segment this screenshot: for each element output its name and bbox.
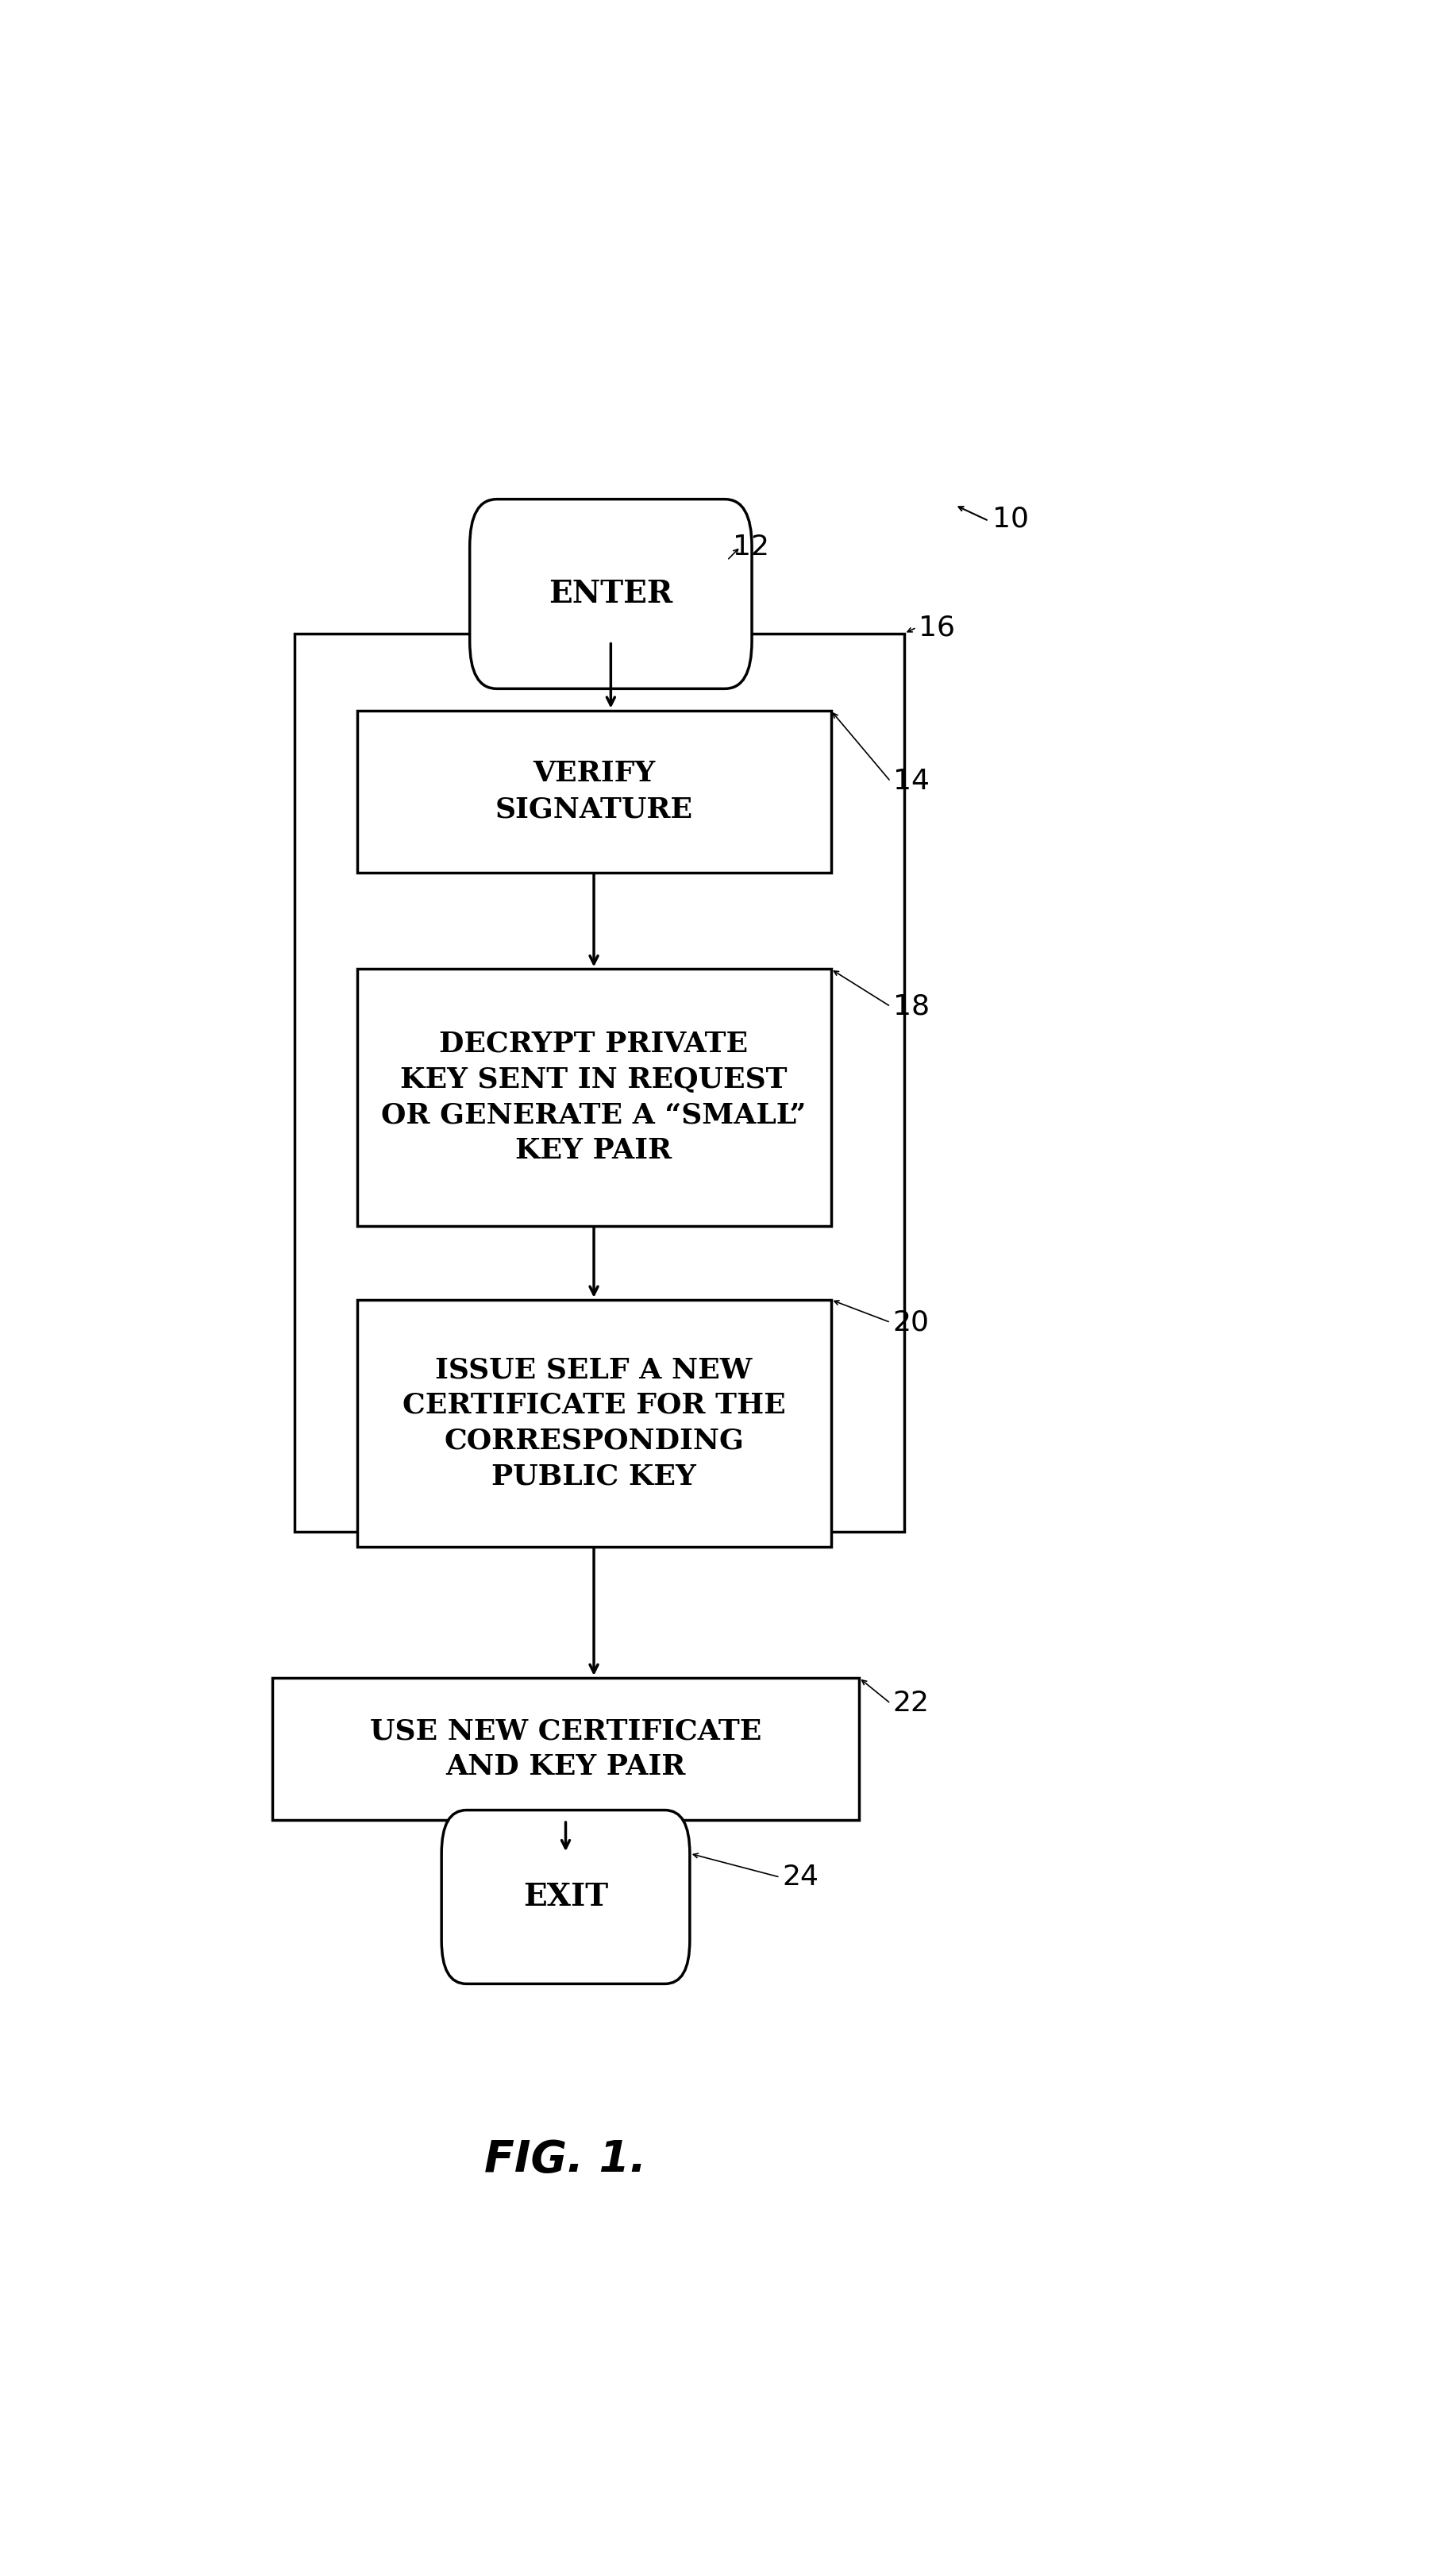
Text: 18: 18 xyxy=(893,992,929,1020)
Text: ENTER: ENTER xyxy=(549,579,673,610)
Text: ISSUE SELF A NEW
CERTIFICATE FOR THE
CORRESPONDING
PUBLIC KEY: ISSUE SELF A NEW CERTIFICATE FOR THE COR… xyxy=(402,1356,785,1490)
Text: 14: 14 xyxy=(893,769,929,795)
Text: 16: 16 xyxy=(919,613,955,641)
Bar xyxy=(272,1677,859,1820)
Text: 12: 12 xyxy=(732,533,769,562)
Text: 22: 22 xyxy=(893,1690,929,1718)
Text: VERIFY
SIGNATURE: VERIFY SIGNATURE xyxy=(495,759,693,823)
Text: DECRYPT PRIVATE
KEY SENT IN REQUEST
OR GENERATE A “SMALL”
KEY PAIR: DECRYPT PRIVATE KEY SENT IN REQUEST OR G… xyxy=(381,1031,807,1164)
Text: 10: 10 xyxy=(992,505,1029,533)
Text: FIG. 1.: FIG. 1. xyxy=(485,2138,646,2182)
Text: 20: 20 xyxy=(893,1310,929,1336)
Text: 24: 24 xyxy=(782,1864,818,1890)
Text: EXIT: EXIT xyxy=(523,1882,609,1913)
Bar xyxy=(357,710,831,872)
Bar xyxy=(357,969,831,1226)
FancyBboxPatch shape xyxy=(441,1810,690,1985)
Text: USE NEW CERTIFICATE
AND KEY PAIR: USE NEW CERTIFICATE AND KEY PAIR xyxy=(370,1718,761,1779)
Bar xyxy=(294,633,904,1531)
Bar xyxy=(357,1300,831,1546)
FancyBboxPatch shape xyxy=(470,500,751,690)
